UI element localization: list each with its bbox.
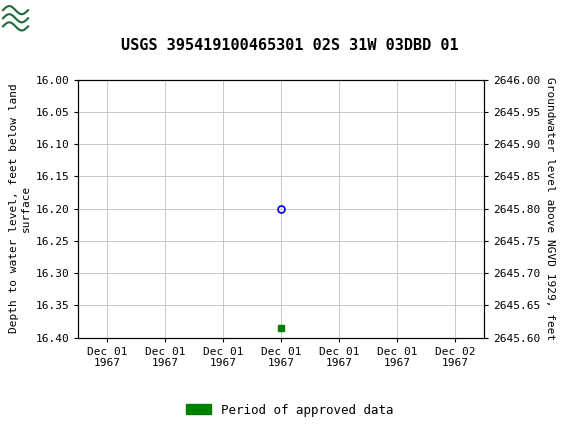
Text: USGS 395419100465301 02S 31W 03DBD 01: USGS 395419100465301 02S 31W 03DBD 01 — [121, 38, 459, 52]
Text: USGS: USGS — [54, 8, 122, 28]
Y-axis label: Depth to water level, feet below land
surface: Depth to water level, feet below land su… — [9, 84, 31, 333]
Bar — [2, 2, 52, 34]
Y-axis label: Groundwater level above NGVD 1929, feet: Groundwater level above NGVD 1929, feet — [545, 77, 554, 340]
Legend: Period of approved data: Period of approved data — [181, 399, 399, 421]
